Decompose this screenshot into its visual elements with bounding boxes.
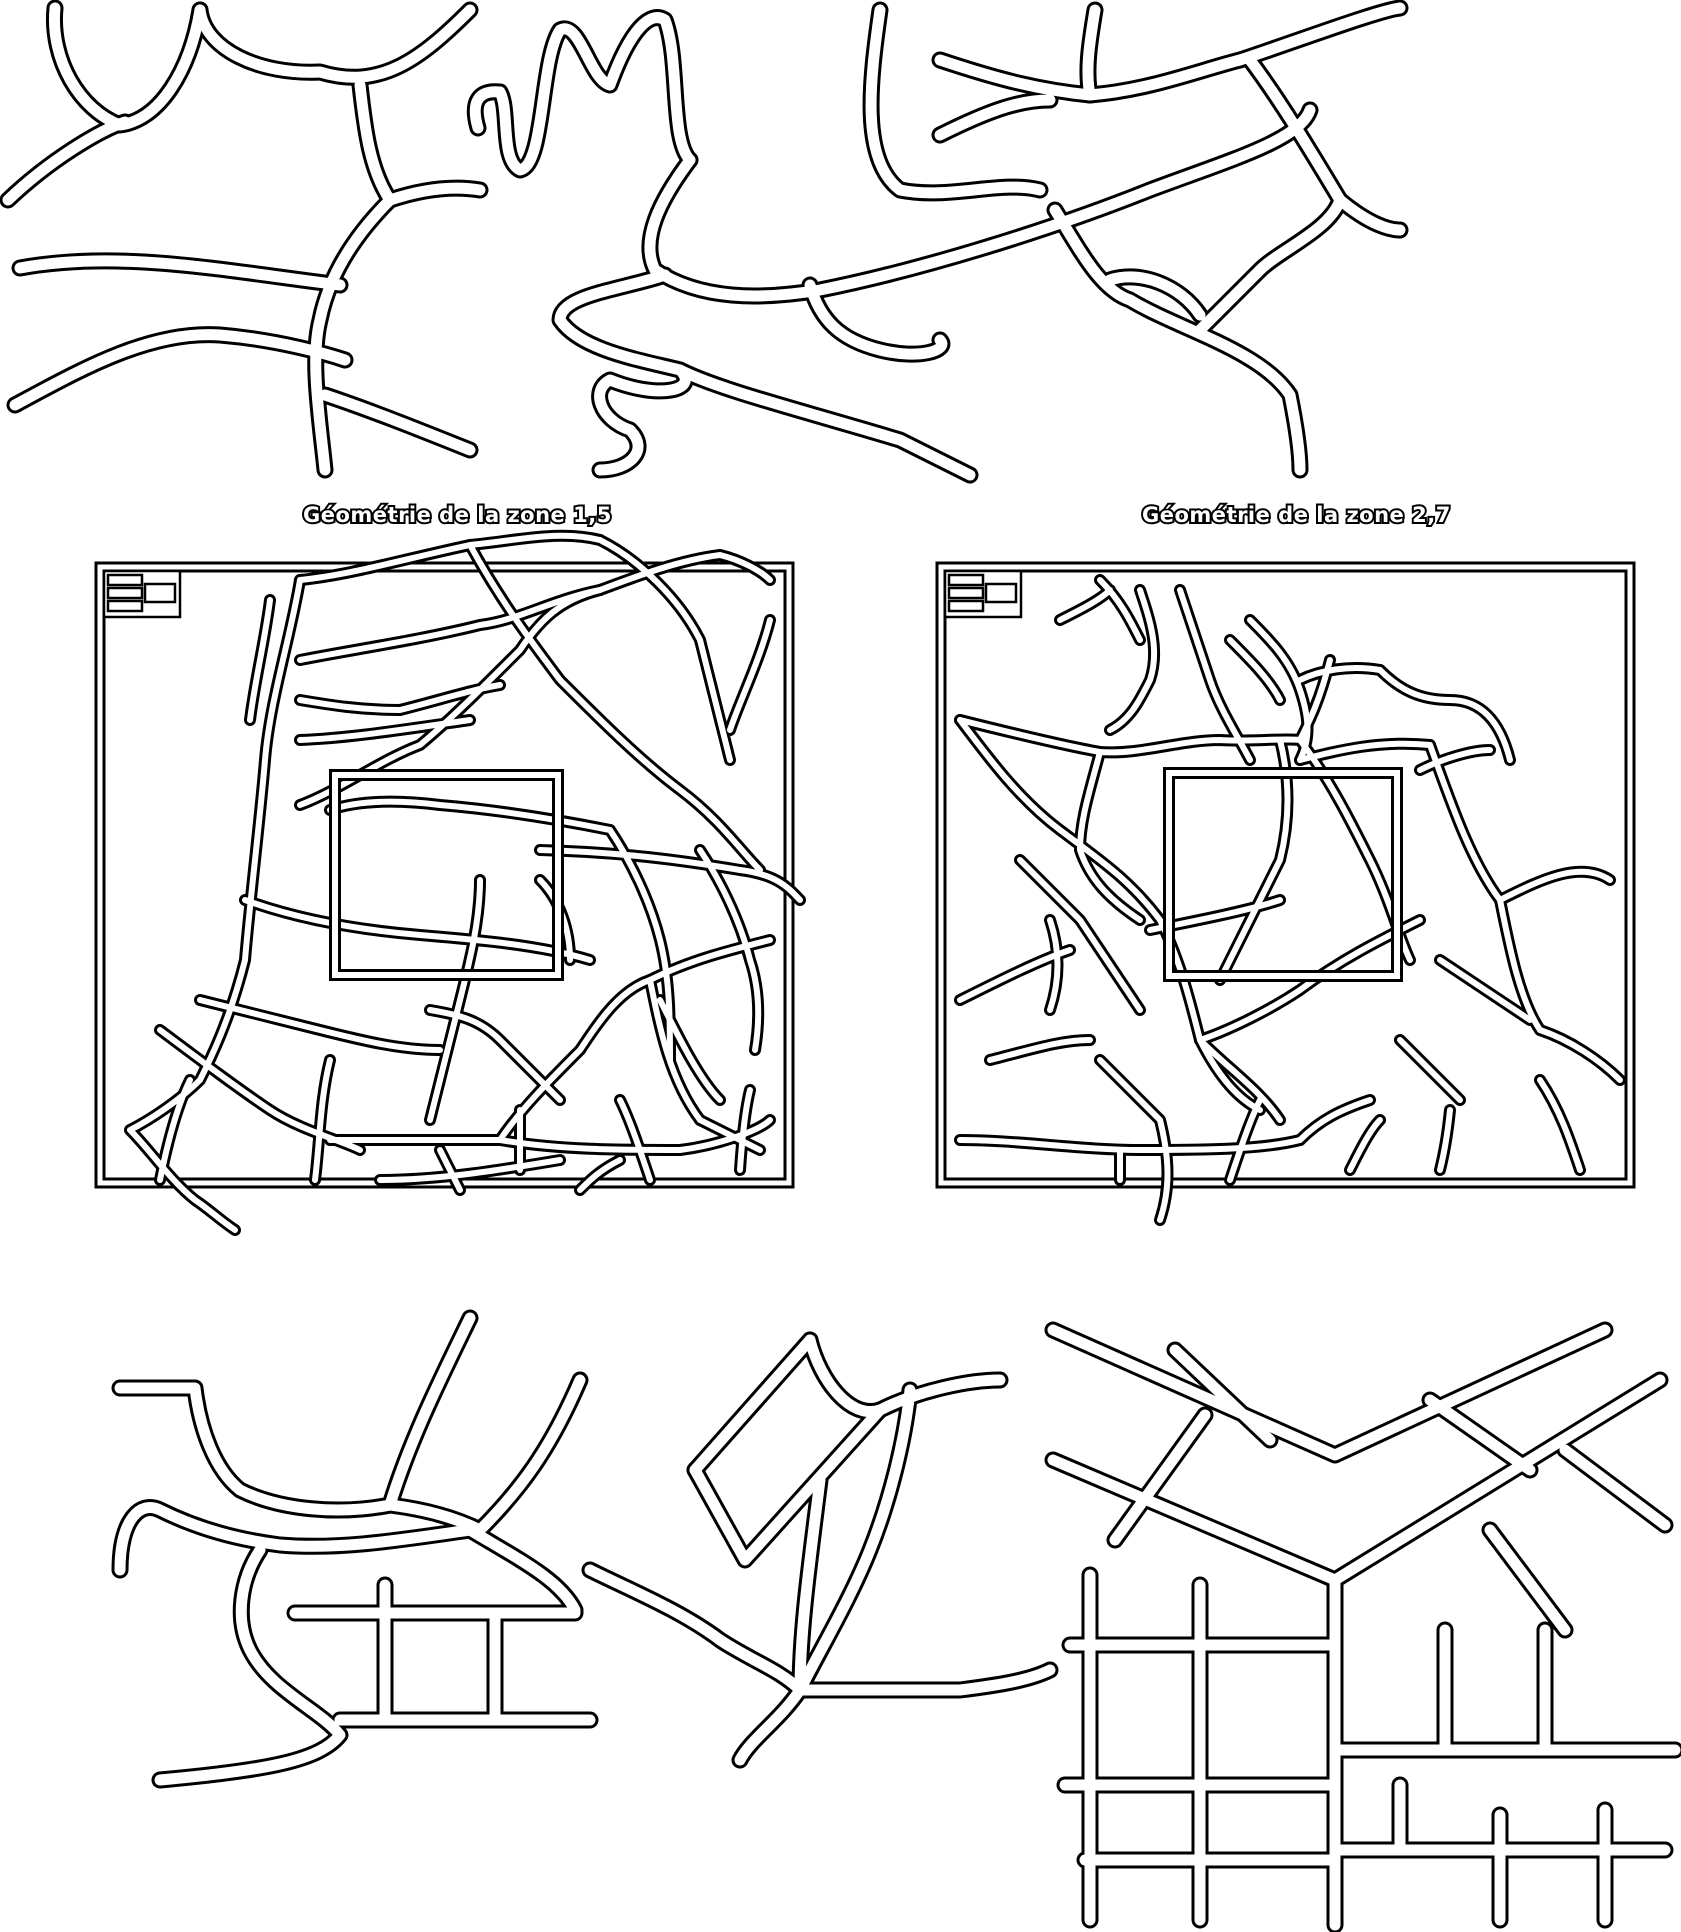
panel-caption-zone-2: Géométrie de la zone 2,7	[1140, 501, 1452, 529]
scale-legend-icon	[943, 569, 1023, 619]
bottom-road-network	[120, 1318, 1675, 1925]
map-panel-zone-2	[935, 561, 1636, 1220]
map-roads-zone-2	[960, 580, 1620, 1220]
top-road-network	[8, 8, 1400, 475]
zoom-extent-box	[1163, 767, 1403, 982]
scale-legend-icon	[102, 569, 182, 619]
map-panel-zone-1	[94, 536, 800, 1230]
map-roads-zone-1	[130, 536, 800, 1230]
zoom-extent-box	[329, 769, 564, 981]
panel-caption-zone-1: Géométrie de la zone 1,5	[301, 501, 613, 529]
